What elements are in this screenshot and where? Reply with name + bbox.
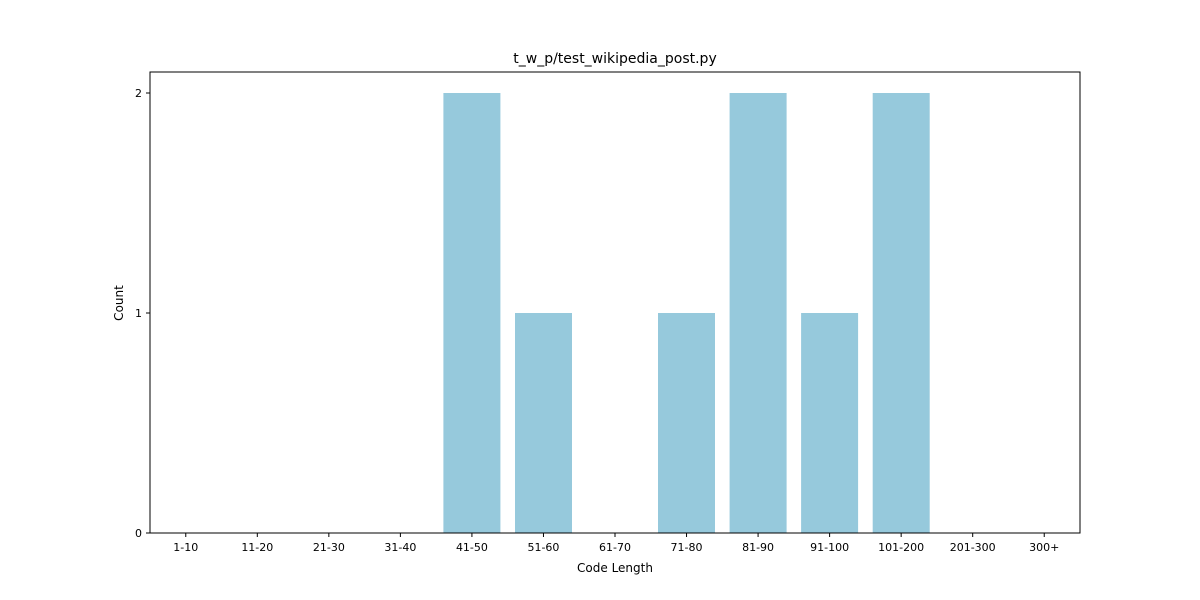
bar-71-80 [658, 313, 715, 533]
x-tick-label: 201-300 [950, 541, 996, 554]
x-tick-label: 101-200 [878, 541, 924, 554]
x-tick-label: 300+ [1029, 541, 1059, 554]
x-tick-label: 91-100 [810, 541, 849, 554]
x-axis-ticks: 1-10 11-20 21-30 31-40 41-50 51-60 61-70 71-80 8… [173, 533, 1059, 554]
x-tick-label: 31-40 [384, 541, 416, 554]
y-axis-label: Count [112, 285, 126, 321]
x-tick-label: 61-70 [599, 541, 631, 554]
bar-101-200 [872, 93, 930, 533]
x-tick-label: 41-50 [456, 541, 488, 554]
x-tick-label: 71-80 [671, 541, 703, 554]
bar-91-100 [801, 313, 859, 533]
x-tick-label: 21-30 [313, 541, 345, 554]
x-axis-label: Code Length [577, 561, 653, 575]
bars-group [443, 93, 930, 533]
y-tick-label: 1 [135, 307, 142, 320]
x-tick-label: 11-20 [241, 541, 273, 554]
bar-81-90 [729, 93, 787, 533]
y-tick-label: 0 [135, 527, 142, 540]
y-axis-ticks: 0 1 2 [135, 87, 150, 540]
chart-title: t_w_p/test_wikipedia_post.py [513, 51, 716, 67]
x-tick-label: 51-60 [527, 541, 559, 554]
x-tick-label: 81-90 [742, 541, 774, 554]
y-tick-label: 2 [135, 87, 142, 100]
bar-41-50 [443, 93, 501, 533]
x-tick-label: 1-10 [173, 541, 198, 554]
plot-frame [149, 71, 1081, 534]
bar-51-60 [515, 313, 572, 533]
